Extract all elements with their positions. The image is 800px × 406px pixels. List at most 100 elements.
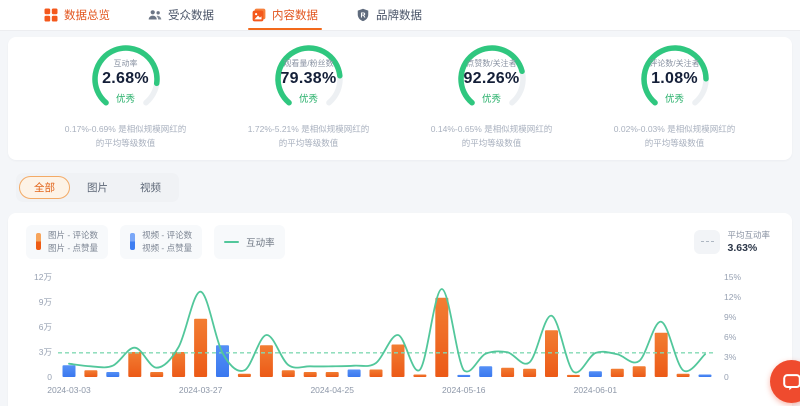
content-filter-row: 全部 图片 视频 <box>16 173 800 203</box>
blue-bar <box>588 370 602 377</box>
gauge-metric-label: 观看量/粉丝数 <box>283 59 334 68</box>
orange-bar <box>84 369 98 377</box>
legend-item-2[interactable]: 互动率 <box>214 225 285 259</box>
gauge-benchmark-note: 0.14%-0.65% 是相似规模网红的 的平均等级数值 <box>430 124 553 149</box>
orange-bar <box>654 332 668 377</box>
orange-bar <box>303 371 317 377</box>
average-rate-value: 3.63% <box>727 242 758 255</box>
filter-tab-全部[interactable]: 全部 <box>19 176 70 200</box>
orange-bar <box>194 318 208 377</box>
dashed-line-icon <box>694 229 721 254</box>
gauge-grade: 优秀 <box>664 94 684 105</box>
legend-bar-swatch <box>130 233 136 251</box>
gauge-dial: 评论数/关注者 1.08% 优秀 <box>635 43 715 113</box>
gauge-dial: 观看量/粉丝数 79.38% 优秀 <box>269 43 349 113</box>
gauge-readout: 观看量/粉丝数 79.38% 优秀 <box>269 43 349 113</box>
gauge-grade: 优秀 <box>481 94 501 105</box>
gauge-arc <box>640 45 709 106</box>
gauge-grade: 优秀 <box>298 94 318 105</box>
average-rate-box: 平均互动率 3.63% <box>694 229 774 254</box>
top-nav: 数据总览 受众数据 内容数据 R 品牌数据 <box>0 0 800 31</box>
left-axis-tick: 6万 <box>39 322 52 332</box>
legend-label: 互动率 <box>246 237 275 249</box>
nav-tab-overview[interactable]: 数据总览 <box>44 0 110 30</box>
chat-icon <box>782 373 800 390</box>
interaction-rate-line <box>68 287 706 373</box>
blue-bar <box>106 371 120 377</box>
right-axis-tick: 15% <box>724 272 741 282</box>
gauge-card: 互动率 2.68% 优秀 0.17%-0.69% 是相似规模网红的 的平均等级数值 <box>34 43 217 150</box>
blue-bar <box>457 374 471 377</box>
chat-button[interactable] <box>770 360 800 403</box>
blue-bar <box>347 369 361 377</box>
gauge-arc <box>91 45 160 106</box>
gauge-arc <box>457 45 526 106</box>
chart-legend-row: 图片 - 评论数 图片 - 点赞量 视频 - 评论数 视频 - 点赞量 互动率 平均互动… <box>22 223 778 265</box>
right-axis-tick: 12% <box>724 292 741 302</box>
x-axis-date-label: 2024-03-03 <box>47 385 91 395</box>
gauge-arc <box>274 45 343 106</box>
gauges-panel: 互动率 2.68% 优秀 0.17%-0.69% 是相似规模网红的 的平均等级数值 观看量… <box>8 37 792 161</box>
active-tab-underline <box>248 28 322 30</box>
orange-bar <box>259 344 273 377</box>
nav-tab-label: 受众数据 <box>168 10 214 22</box>
gauge-dial: 点赞数/关注者 92.26% 优秀 <box>452 43 532 113</box>
orange-bar <box>391 344 405 377</box>
right-axis: 0 3% 6% 9% 12% 15% <box>724 272 741 382</box>
nav-tab-brand[interactable]: R 品牌数据 <box>356 0 422 30</box>
x-axis: 2024-03-03 2024-03-27 2024-04-25 2024-05-16… <box>47 385 617 395</box>
filter-tab-图片[interactable]: 图片 <box>87 182 108 195</box>
gauge-card: 评论数/关注者 1.08% 优秀 0.02%-0.03% 是相似规模网红的 的平均等级数… <box>583 43 766 150</box>
gauge-readout: 评论数/关注者 1.08% 优秀 <box>635 43 715 113</box>
orange-bar <box>281 369 295 377</box>
orange-bar <box>566 374 580 377</box>
left-axis-tick: 12万 <box>34 272 52 282</box>
nav-tab-label: 数据总览 <box>64 10 110 22</box>
orange-bar <box>128 351 142 377</box>
average-rate-label: 平均互动率 <box>727 230 770 241</box>
x-axis-date-label: 2024-04-25 <box>310 385 354 395</box>
gauge-grade: 优秀 <box>115 94 135 105</box>
right-axis-tick: 3% <box>724 352 737 362</box>
orange-bar <box>632 365 646 377</box>
grid-icon <box>44 8 58 22</box>
audience-icon <box>148 8 162 22</box>
legend-item-0[interactable]: 图片 - 评论数 图片 - 点赞量 <box>26 225 109 259</box>
x-axis-date-label: 2024-03-27 <box>179 385 223 395</box>
gauge-card: 观看量/粉丝数 79.38% 优秀 1.72%-5.21% 是相似规模网红的 的平均等级… <box>217 43 400 150</box>
nav-tab-audience[interactable]: 受众数据 <box>148 0 214 30</box>
right-axis-tick: 6% <box>724 332 737 342</box>
gauge-card: 点赞数/关注者 92.26% 优秀 0.14%-0.65% 是相似规模网红的 的平均等级… <box>400 43 583 150</box>
gauge-progress <box>274 45 343 106</box>
orange-bar <box>435 297 449 377</box>
orange-bar <box>150 371 164 377</box>
legend-labels: 视频 - 评论数 视频 - 点赞量 <box>142 230 193 253</box>
gauge-value: 92.26% <box>463 70 520 87</box>
orange-bar <box>369 369 383 377</box>
gauge-progress <box>91 45 160 106</box>
gauge-progress <box>640 45 709 106</box>
legend-item-1[interactable]: 视频 - 评论数 视频 - 点赞量 <box>120 225 203 259</box>
gauge-progress <box>457 45 525 106</box>
legend-bar-swatch <box>36 233 41 251</box>
x-axis-date-label: 2024-05-16 <box>442 385 486 395</box>
blue-bar <box>62 364 76 377</box>
orange-bar <box>501 367 515 377</box>
orange-bar <box>676 373 690 377</box>
gauge-metric-label: 互动率 <box>113 59 138 68</box>
blue-bar <box>698 374 712 377</box>
orange-bar <box>413 374 427 377</box>
gauge-metric-label: 点赞数/关注者 <box>466 59 517 68</box>
gauge-readout: 点赞数/关注者 92.26% 优秀 <box>452 43 532 113</box>
filter-tab-视频[interactable]: 视频 <box>140 182 161 195</box>
nav-tab-content[interactable]: 内容数据 <box>248 0 322 30</box>
orange-bar <box>325 371 339 377</box>
gauge-benchmark-note: 1.72%-5.21% 是相似规模网红的 的平均等级数值 <box>247 124 370 149</box>
brand-icon: R <box>356 8 370 22</box>
blue-bar <box>479 365 493 377</box>
content-filter-tabs: 全部 图片 视频 <box>16 173 179 203</box>
x-axis-date-label: 2024-06-01 <box>574 385 618 395</box>
right-axis-tick: 0 <box>724 372 729 382</box>
right-axis-tick: 9% <box>724 312 737 322</box>
